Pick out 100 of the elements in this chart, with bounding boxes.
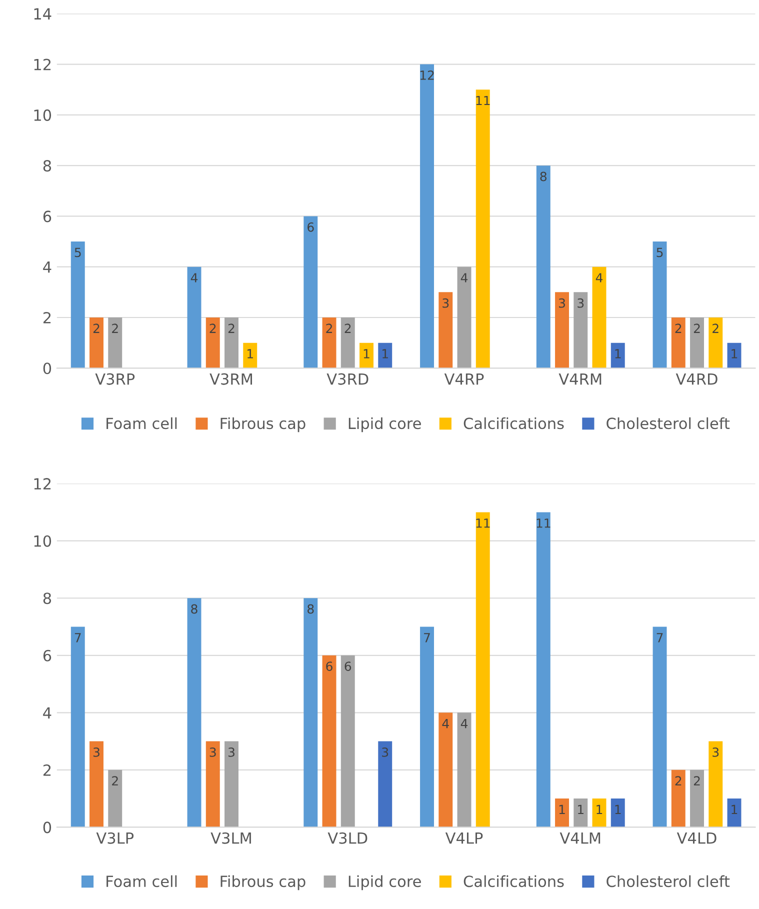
data-label: 2 <box>228 324 234 333</box>
bar <box>671 770 686 828</box>
bar <box>340 655 355 828</box>
data-label: 3 <box>442 298 449 308</box>
data-label: 2 <box>210 324 216 333</box>
data-label: 8 <box>308 604 314 614</box>
y-tick-label: 4 <box>43 262 52 273</box>
bar <box>70 626 85 828</box>
data-label: 1 <box>578 804 584 814</box>
bar <box>360 342 374 368</box>
data-label: 2 <box>712 324 718 333</box>
bar <box>652 242 667 368</box>
legend-label: Lipid core <box>348 417 421 432</box>
bar <box>610 798 625 828</box>
bar <box>187 266 202 368</box>
data-label: 7 <box>656 633 663 642</box>
y-tick-label: 0 <box>43 362 52 374</box>
x-tick-label: V4RP <box>444 373 484 385</box>
bar <box>476 90 490 368</box>
data-label: 2 <box>694 324 700 333</box>
legend-label: Cholesterol cleft <box>606 417 730 430</box>
data-label: 1 <box>364 349 370 358</box>
bar <box>555 292 569 368</box>
x-tick-label: V4LD <box>676 832 716 844</box>
y-tick-label: 0 <box>43 822 52 834</box>
data-label: 2 <box>694 776 700 786</box>
data-label: 3 <box>578 298 584 308</box>
data-label: 11 <box>476 518 490 528</box>
bar <box>322 655 336 828</box>
bar <box>690 318 704 368</box>
data-label: 11 <box>536 518 550 528</box>
bar <box>70 242 85 368</box>
bar <box>378 342 392 368</box>
y-tick-label: 10 <box>34 109 52 121</box>
bar <box>592 266 606 368</box>
bar <box>690 770 704 828</box>
y-tick-label: 10 <box>34 535 52 547</box>
data-label: 11 <box>476 96 490 106</box>
data-label: 1 <box>248 349 253 358</box>
data-label: 4 <box>190 273 198 282</box>
bar <box>90 741 104 828</box>
data-label: 5 <box>656 248 663 258</box>
legend-label: Fibrous cap <box>220 875 306 890</box>
y-tick-label: 6 <box>43 210 52 222</box>
data-label: 5 <box>74 248 81 258</box>
bar <box>90 318 104 368</box>
data-label: 4 <box>460 719 468 728</box>
bar <box>536 166 550 368</box>
data-label: 3 <box>558 298 565 308</box>
bar <box>340 318 355 368</box>
data-label: 1 <box>615 349 621 358</box>
bar <box>592 798 606 828</box>
bar <box>304 598 318 828</box>
bar <box>536 512 550 828</box>
y-tick-label: 8 <box>43 592 52 604</box>
data-label: 6 <box>308 222 314 232</box>
data-label: 7 <box>74 633 81 642</box>
x-tick-label: V3RD <box>326 373 368 385</box>
bar <box>224 741 238 828</box>
data-label: 3 <box>712 747 719 757</box>
data-label: 8 <box>191 604 198 614</box>
x-tick-label: V3LP <box>96 832 134 844</box>
x-tick-label: V4LM <box>560 832 600 844</box>
bar <box>243 342 258 368</box>
bar <box>652 626 667 828</box>
data-label: 6 <box>326 662 332 672</box>
data-label: 2 <box>112 324 118 333</box>
bar <box>206 741 220 828</box>
y-tick-label: 2 <box>43 312 51 324</box>
legend-label: Foam cell <box>106 417 177 430</box>
legend-label: Calcifications <box>464 875 564 888</box>
data-label: 4 <box>442 719 449 728</box>
bar <box>708 318 723 368</box>
data-label: 7 <box>424 633 430 642</box>
legend-label: Lipid core <box>348 875 421 890</box>
bar <box>574 292 588 368</box>
x-tick-label: V3RP <box>95 373 135 385</box>
y-tick-label: 12 <box>34 478 51 490</box>
bar <box>322 318 336 368</box>
bar <box>457 266 472 368</box>
y-tick-label: 2 <box>43 764 51 776</box>
bar <box>457 712 472 828</box>
data-label: 2 <box>112 776 118 786</box>
bar <box>378 741 392 828</box>
data-label: 3 <box>210 747 216 757</box>
legend-label: Cholesterol cleft <box>606 875 730 888</box>
bar <box>108 770 122 828</box>
data-label: 6 <box>344 662 352 672</box>
bar <box>187 598 202 828</box>
data-label: 1 <box>615 804 621 814</box>
bar <box>555 798 569 828</box>
data-label: 1 <box>732 349 738 358</box>
x-tick-label: V4RM <box>558 373 602 385</box>
data-label: 3 <box>93 747 100 757</box>
bar <box>420 64 434 368</box>
x-tick-label: V3LM <box>210 832 251 844</box>
bar <box>476 512 490 828</box>
y-tick-label: 14 <box>34 8 52 20</box>
y-tick-label: 12 <box>34 58 51 70</box>
y-tick-label: 4 <box>43 707 52 718</box>
